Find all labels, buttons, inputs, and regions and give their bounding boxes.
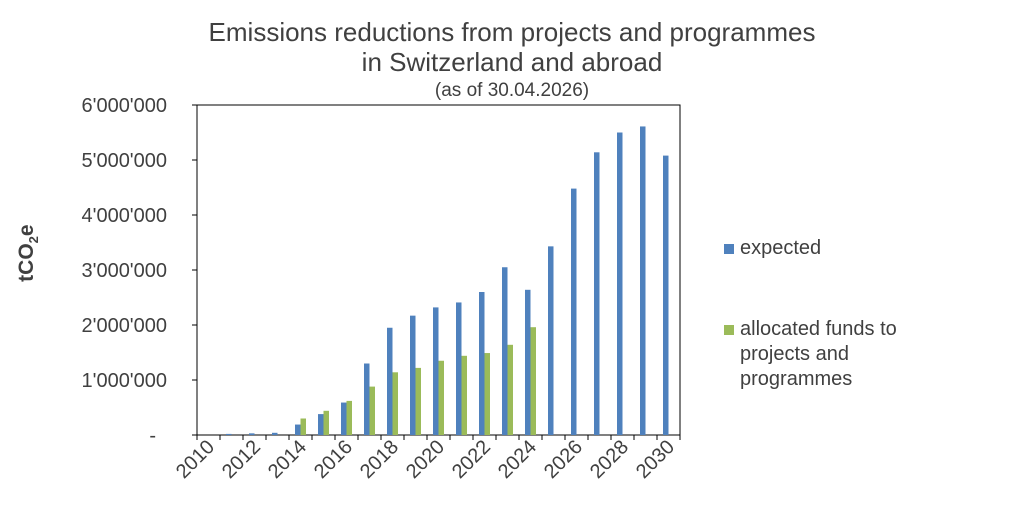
chart-title: Emissions reductions from projects and p… xyxy=(0,17,1024,77)
y-tick-label: 1'000'000 xyxy=(82,370,168,392)
x-tick-label: 2020 xyxy=(402,436,449,483)
y-tick-label: 6'000'000 xyxy=(82,95,168,117)
bar-expected xyxy=(272,432,278,435)
bar-allocated xyxy=(484,353,490,435)
bar-expected xyxy=(410,315,416,435)
bar-allocated xyxy=(392,372,398,435)
bar-expected xyxy=(548,246,554,435)
x-tick-label: 2024 xyxy=(494,436,541,483)
bar-expected xyxy=(295,424,301,435)
bar-allocated xyxy=(369,386,375,435)
y-tick-label: 5'000'000 xyxy=(82,150,168,172)
bar-expected xyxy=(387,327,393,435)
legend-label-allocated: allocated funds to projects and programm… xyxy=(740,318,897,390)
legend-swatch-allocated xyxy=(724,325,734,335)
chart-subtitle: (as of 30.04.2026) xyxy=(0,80,1024,102)
bar-expected xyxy=(663,155,669,435)
chart-subtitle-text: (as of 30.04.2026) xyxy=(434,80,590,101)
legend-swatch-expected xyxy=(724,244,734,254)
bar-allocated xyxy=(300,418,306,435)
bar-expected xyxy=(249,433,255,435)
chart-title-line-2: in Switzerland and abroad xyxy=(361,47,663,77)
x-tick-label: 2010 xyxy=(172,436,219,483)
chart-title-line-1: Emissions reductions from projects and p… xyxy=(208,17,816,47)
x-tick-label: 2028 xyxy=(586,436,633,483)
bar-expected xyxy=(502,267,508,435)
bar-expected xyxy=(226,433,232,435)
bar-allocated xyxy=(530,327,536,435)
y-tick-label: - xyxy=(149,425,156,447)
x-tick-label: 2014 xyxy=(264,436,311,483)
bar-expected xyxy=(571,188,577,435)
x-tick-label: 2012 xyxy=(218,436,265,483)
bar-expected xyxy=(433,307,439,435)
bar-expected xyxy=(456,302,462,435)
bar-allocated xyxy=(507,344,513,435)
bar-allocated xyxy=(415,367,421,435)
legend-label-expected: expected xyxy=(740,237,822,259)
bar-expected xyxy=(617,132,623,435)
bar-expected xyxy=(341,402,347,435)
bar-expected xyxy=(479,292,485,435)
x-tick-label: 2022 xyxy=(448,436,495,483)
bar-allocated xyxy=(461,355,467,435)
bar-expected xyxy=(525,289,531,435)
x-tick-label: 2016 xyxy=(310,436,357,483)
y-tick-label: 4'000'000 xyxy=(82,205,168,227)
bar-expected xyxy=(318,414,324,435)
bar-expected xyxy=(364,363,370,435)
bar-expected xyxy=(594,152,600,436)
y-tick-label: 2'000'000 xyxy=(82,315,168,337)
x-tick-label: 2030 xyxy=(632,436,679,483)
bar-allocated xyxy=(438,360,444,435)
x-tick-label: 2026 xyxy=(540,436,587,483)
bar-expected xyxy=(640,126,646,435)
x-tick-label: 2018 xyxy=(356,436,403,483)
y-tick-label: 3'000'000 xyxy=(82,260,168,282)
bar-allocated xyxy=(346,400,352,435)
bar-allocated xyxy=(323,410,329,435)
